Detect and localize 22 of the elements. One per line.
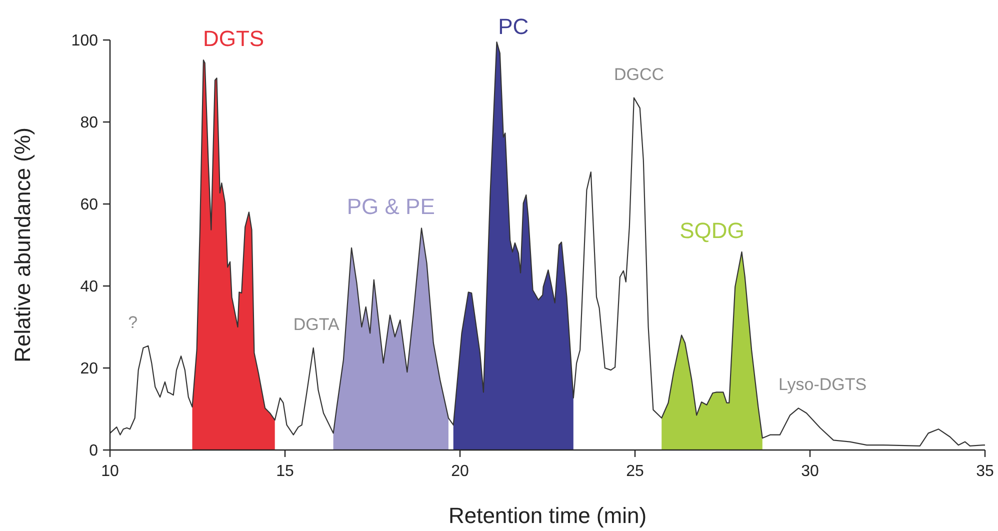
x-tick-label: 30 — [801, 463, 819, 480]
x-tick-label: 20 — [451, 463, 469, 480]
series-label: SQDG — [680, 218, 744, 243]
series-label: PC — [498, 14, 529, 39]
y-tick-label: 100 — [71, 32, 98, 50]
annotation: Lyso-DGTS — [778, 375, 867, 394]
x-tick-label: 25 — [626, 463, 644, 480]
y-tick-label: 60 — [80, 196, 98, 214]
series-label: PG & PE — [346, 194, 435, 220]
y-tick-label: 80 — [80, 114, 98, 132]
y-tick-label: 20 — [80, 360, 98, 378]
x-tick-label: 15 — [276, 463, 294, 480]
series-label: DGTS — [202, 26, 264, 52]
y-tick-label: 0 — [89, 442, 98, 460]
y-tick-label: 40 — [80, 278, 98, 296]
annotation: DGCC — [614, 64, 664, 84]
y-axis-title: Relative abundance (%) — [10, 128, 35, 362]
annotation: ? — [128, 312, 138, 332]
x-tick-label: 35 — [976, 463, 994, 480]
annotation: DGTA — [293, 314, 340, 334]
x-axis-title: Retention time (min) — [448, 503, 647, 528]
x-tick-label: 10 — [101, 463, 119, 480]
